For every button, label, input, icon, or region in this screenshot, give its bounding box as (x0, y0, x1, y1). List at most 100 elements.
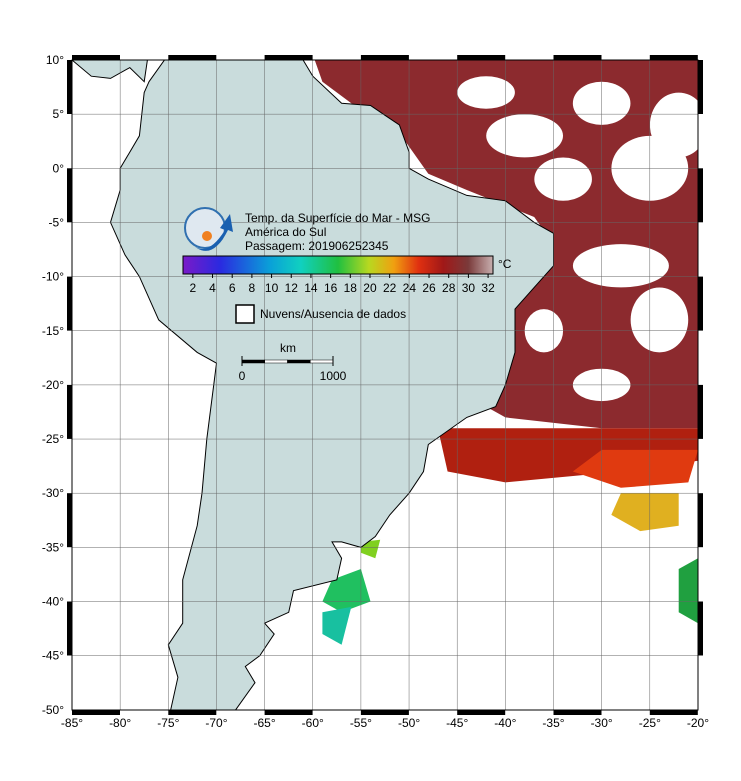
lon-label: -65° (254, 716, 276, 730)
colorbar-label: 22 (383, 281, 397, 295)
frame-seg (72, 55, 120, 60)
sst-area (678, 558, 698, 624)
lon-label: -45° (446, 716, 468, 730)
frame-seg (264, 710, 313, 715)
frame-seg (67, 276, 72, 331)
legend-text: Nuvens/Ausencia de dados (260, 307, 406, 321)
lat-label: -20° (42, 378, 64, 392)
frame-seg (67, 493, 72, 548)
cloud (572, 244, 669, 288)
frame-seg (72, 710, 120, 715)
lat-label: -10° (42, 270, 64, 284)
colorbar (182, 255, 494, 275)
sst-area (360, 539, 381, 559)
lon-label: -50° (398, 716, 420, 730)
lon-label: -70° (205, 716, 227, 730)
lon-label: -55° (350, 716, 372, 730)
colorbar-label: 12 (285, 281, 299, 295)
frame-seg (168, 55, 217, 60)
cloud (649, 92, 698, 158)
colorbar-label: 28 (442, 281, 456, 295)
lat-label: -45° (42, 649, 64, 663)
sst-area (572, 449, 698, 488)
scale-label: 1000 (320, 369, 347, 383)
region: América do Sul (245, 225, 326, 239)
lon-label: -35° (542, 716, 564, 730)
pass: Passagem: 201906252345 (245, 239, 389, 253)
colorbar-label: 16 (324, 281, 338, 295)
legend-box (235, 304, 255, 324)
colorbar-label: 26 (422, 281, 436, 295)
frame-seg (698, 276, 703, 331)
frame-seg (360, 710, 409, 715)
colorbar-label: 24 (403, 281, 417, 295)
lon-label: -60° (302, 716, 324, 730)
frame-seg (698, 168, 703, 223)
lon-label: -25° (639, 716, 661, 730)
scale-seg (264, 359, 288, 364)
colorbar-label: 10 (265, 281, 279, 295)
lon-label: -80° (109, 716, 131, 730)
lon-label: -85° (61, 716, 83, 730)
cloud (534, 157, 592, 201)
scale-seg (310, 359, 334, 364)
scale-seg (241, 359, 265, 364)
lon-label: -75° (157, 716, 179, 730)
lat-label: -15° (42, 324, 64, 338)
frame-seg (698, 601, 703, 656)
lat-label: -25° (42, 432, 64, 446)
lon-label: -30° (591, 716, 613, 730)
frame-seg (67, 168, 72, 223)
scale-seg (287, 359, 311, 364)
frame-seg (457, 710, 506, 715)
lat-label: 10° (46, 53, 64, 67)
frame-seg (553, 55, 602, 60)
sst-area (314, 60, 698, 429)
frame-seg (168, 710, 217, 715)
colorbar-label: 6 (229, 281, 236, 295)
lat-label: -5° (49, 215, 65, 229)
frame-seg (553, 710, 602, 715)
scale-label: 0 (239, 369, 246, 383)
frame-seg (457, 55, 506, 60)
colorbar-label: 20 (363, 281, 377, 295)
colorbar-label: 30 (462, 281, 476, 295)
colorbar-label: 14 (304, 281, 318, 295)
frame-seg (698, 493, 703, 548)
lat-label: -35° (42, 540, 64, 554)
colorbar-unit: °C (498, 257, 512, 271)
sst-area (611, 493, 679, 532)
colorbar-label: 32 (481, 281, 495, 295)
lat-label: 5° (53, 107, 65, 121)
frame-seg (264, 55, 313, 60)
lat-label: -50° (42, 703, 64, 717)
lat-label: 0° (53, 161, 65, 175)
land (72, 60, 148, 83)
frame-seg (698, 60, 703, 114)
cloud (486, 114, 564, 158)
frame-seg (698, 384, 703, 439)
overlay: 10° 5° 0° -5° -10° -15° -20° -25° -30° -35° -40° -4… (42, 53, 709, 730)
map-body (72, 60, 698, 710)
scale-unit: km (280, 341, 296, 355)
frame-seg (67, 601, 72, 656)
lon-label: -20° (687, 716, 709, 730)
frame-seg (67, 60, 72, 114)
colorbar-label: 8 (249, 281, 256, 295)
cloud (457, 76, 515, 109)
logo-arrow (188, 214, 233, 251)
colorbar-label: 2 (189, 281, 196, 295)
frame-seg (360, 55, 409, 60)
lon-label: -40° (494, 716, 516, 730)
frame-seg (649, 55, 698, 60)
logo-dot (202, 231, 212, 241)
colorbar-label: 4 (209, 281, 216, 295)
frame-seg (649, 710, 698, 715)
colorbar-label: 18 (344, 281, 358, 295)
cloud (630, 287, 689, 353)
sst-area (322, 606, 352, 645)
title: Temp. da Superfície do Mar - MSG (245, 211, 430, 225)
lat-label: -30° (42, 486, 64, 500)
frame-seg (67, 384, 72, 439)
